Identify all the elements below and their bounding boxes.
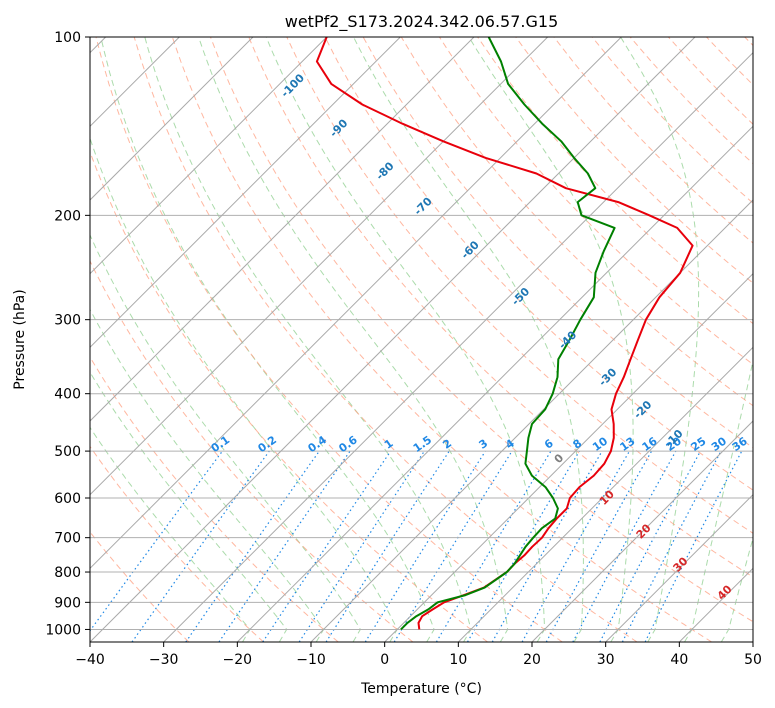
mixing-ratio-line <box>466 450 580 642</box>
isotherm-line <box>90 37 696 642</box>
isotherm-line <box>163 51 753 642</box>
dry-adiabat-line <box>324 37 753 491</box>
moist-adiabat-line <box>144 37 472 642</box>
y-tick-label: 600 <box>54 491 81 507</box>
y-tick-label: 300 <box>54 313 81 329</box>
mixing-ratio-line <box>364 450 486 642</box>
isotherm-line <box>531 420 753 642</box>
y-tick-label: 200 <box>54 208 81 224</box>
y-tick-label: 1000 <box>45 622 81 638</box>
dry-adiabat-line <box>133 37 638 642</box>
mixing-ratio-line <box>218 450 351 642</box>
dry-adiabat-line <box>171 37 712 642</box>
mixing-ratio-line <box>325 450 450 642</box>
y-tick-label: 700 <box>54 531 81 547</box>
dry-adiabat-line <box>95 37 563 642</box>
isotherm-line <box>90 37 254 201</box>
mixing-ratio-line <box>262 450 392 642</box>
dry-adiabat-line <box>286 37 753 534</box>
moist-adiabat-line <box>90 308 325 642</box>
isotherm-line <box>90 37 622 570</box>
moist-adiabat-line <box>90 136 398 642</box>
isotherm-line <box>90 37 549 496</box>
mixing-ratio-line <box>435 450 552 642</box>
isotherm-line <box>90 37 475 422</box>
dry-adiabat-line <box>210 37 753 623</box>
moist-adiabat-line <box>90 426 251 642</box>
dry-adiabat-line <box>90 445 264 642</box>
x-tick-label: 0 <box>380 652 389 668</box>
y-tick-label: 500 <box>54 444 81 460</box>
dewpoint-profile-line <box>400 37 616 631</box>
mixing-ratio-line <box>599 450 702 642</box>
moist-adiabat-line <box>100 37 435 642</box>
isotherm-line <box>90 37 401 349</box>
y-axis-title: Pressure (hPa) <box>12 289 28 389</box>
moist-adiabat-line <box>468 37 634 642</box>
moist-adiabat-line <box>620 37 700 642</box>
x-tick-label: −40 <box>75 652 105 668</box>
isotherm-line <box>384 272 753 642</box>
y-tick-label: 900 <box>54 595 81 611</box>
moist-adiabat-line <box>353 37 584 642</box>
mixing-ratio-line <box>185 450 320 642</box>
y-tick-label: 100 <box>54 30 81 46</box>
x-tick-label: −10 <box>296 652 326 668</box>
x-tick-label: 10 <box>449 652 467 668</box>
x-tick-label: 50 <box>744 652 762 668</box>
x-tick-label: 20 <box>523 652 541 668</box>
x-tick-label: 40 <box>670 652 688 668</box>
moist-adiabat-line <box>90 371 288 642</box>
moist-adiabat-line <box>684 358 753 642</box>
dry-adiabat-line <box>90 259 414 642</box>
chart-title: wetPf2_S173.2024.342.06.57.G15 <box>285 12 559 32</box>
isotherm-line <box>90 37 328 275</box>
isotherm-line <box>310 199 753 642</box>
moist-adiabat-line <box>265 37 546 642</box>
x-tick-label: −20 <box>223 652 253 668</box>
dry-adiabat-line <box>515 37 753 284</box>
mixing-ratio-line <box>572 450 677 642</box>
y-tick-label: 400 <box>54 387 81 403</box>
y-tick-label: 800 <box>54 565 81 581</box>
isotherm-line <box>457 346 753 642</box>
isotherm-line <box>236 125 753 642</box>
mixing-ratio-line <box>298 450 425 642</box>
moist-adiabat-line <box>198 37 509 642</box>
dry-adiabat-line <box>248 37 753 578</box>
isotherm-line <box>605 493 753 642</box>
x-tick-label: 30 <box>597 652 615 668</box>
plot-frame <box>89 36 754 643</box>
x-axis-title: Temperature (°C) <box>360 681 482 697</box>
x-tick-label: −30 <box>149 652 179 668</box>
